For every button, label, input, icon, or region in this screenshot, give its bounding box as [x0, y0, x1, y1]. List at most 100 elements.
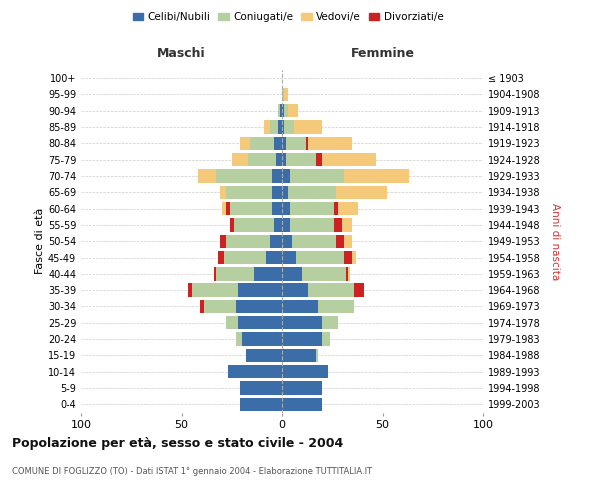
Bar [302, 267, 346, 280]
Bar [334, 202, 338, 215]
Bar [226, 202, 230, 215]
Bar [240, 398, 282, 411]
Bar [222, 202, 226, 215]
Bar [288, 186, 336, 199]
Bar [282, 120, 284, 134]
Bar [240, 382, 282, 394]
Bar [282, 398, 322, 411]
Bar [308, 136, 352, 150]
Bar [308, 284, 355, 297]
Bar [282, 300, 318, 313]
Text: Popolazione per età, sesso e stato civile - 2004: Popolazione per età, sesso e stato civil… [12, 438, 343, 450]
Bar [234, 218, 274, 232]
Bar [224, 251, 266, 264]
Bar [286, 153, 316, 166]
Bar [284, 104, 288, 118]
Bar [215, 170, 272, 182]
Bar [282, 348, 316, 362]
Bar [296, 251, 344, 264]
Bar [322, 316, 338, 330]
Bar [346, 267, 349, 280]
Bar [272, 186, 282, 199]
Bar [322, 332, 330, 346]
Text: COMUNE DI FOGLIZZO (TO) - Dati ISTAT 1° gennaio 2004 - Elaborazione TUTTITALIA.I: COMUNE DI FOGLIZZO (TO) - Dati ISTAT 1° … [12, 468, 372, 476]
Bar [270, 234, 282, 248]
Bar [220, 234, 226, 248]
Bar [191, 284, 238, 297]
Bar [343, 218, 352, 232]
Bar [214, 267, 215, 280]
Bar [282, 234, 292, 248]
Bar [290, 170, 344, 182]
Bar [272, 202, 282, 215]
Y-axis label: Anni di nascita: Anni di nascita [550, 202, 560, 280]
Bar [334, 218, 343, 232]
Bar [276, 153, 282, 166]
Bar [316, 153, 322, 166]
Bar [236, 332, 242, 346]
Bar [349, 267, 350, 280]
Bar [294, 120, 322, 134]
Bar [282, 186, 288, 199]
Bar [278, 120, 282, 134]
Bar [286, 136, 306, 150]
Text: Maschi: Maschi [157, 47, 206, 60]
Bar [284, 120, 294, 134]
Bar [284, 88, 288, 101]
Bar [290, 218, 334, 232]
Bar [288, 104, 298, 118]
Bar [344, 234, 352, 248]
Bar [274, 136, 282, 150]
Bar [238, 284, 282, 297]
Bar [272, 170, 282, 182]
Bar [188, 284, 191, 297]
Bar [282, 153, 286, 166]
Bar [200, 300, 203, 313]
Bar [282, 202, 290, 215]
Bar [292, 234, 336, 248]
Bar [254, 267, 282, 280]
Bar [336, 234, 344, 248]
Bar [282, 284, 308, 297]
Bar [344, 170, 409, 182]
Bar [266, 251, 282, 264]
Bar [282, 365, 328, 378]
Bar [282, 332, 322, 346]
Bar [282, 104, 284, 118]
Bar [264, 120, 270, 134]
Bar [282, 316, 322, 330]
Bar [278, 104, 280, 118]
Bar [338, 202, 358, 215]
Bar [226, 234, 270, 248]
Bar [336, 186, 386, 199]
Text: Femmine: Femmine [350, 47, 415, 60]
Bar [228, 365, 282, 378]
Bar [270, 120, 278, 134]
Bar [232, 153, 248, 166]
Bar [282, 251, 296, 264]
Bar [282, 218, 290, 232]
Bar [344, 251, 352, 264]
Bar [250, 136, 274, 150]
Bar [240, 136, 250, 150]
Bar [230, 202, 272, 215]
Bar [318, 300, 355, 313]
Bar [322, 153, 376, 166]
Bar [280, 104, 282, 118]
Bar [218, 251, 224, 264]
Legend: Celibi/Nubili, Coniugati/e, Vedovi/e, Divorziati/e: Celibi/Nubili, Coniugati/e, Vedovi/e, Di… [128, 8, 448, 26]
Bar [352, 251, 356, 264]
Bar [248, 153, 276, 166]
Bar [226, 316, 238, 330]
Bar [306, 136, 308, 150]
Bar [290, 202, 334, 215]
Bar [274, 218, 282, 232]
Bar [197, 170, 215, 182]
Bar [242, 332, 282, 346]
Bar [355, 284, 364, 297]
Bar [230, 218, 234, 232]
Bar [316, 348, 318, 362]
Bar [282, 136, 286, 150]
Bar [282, 170, 290, 182]
Bar [236, 300, 282, 313]
